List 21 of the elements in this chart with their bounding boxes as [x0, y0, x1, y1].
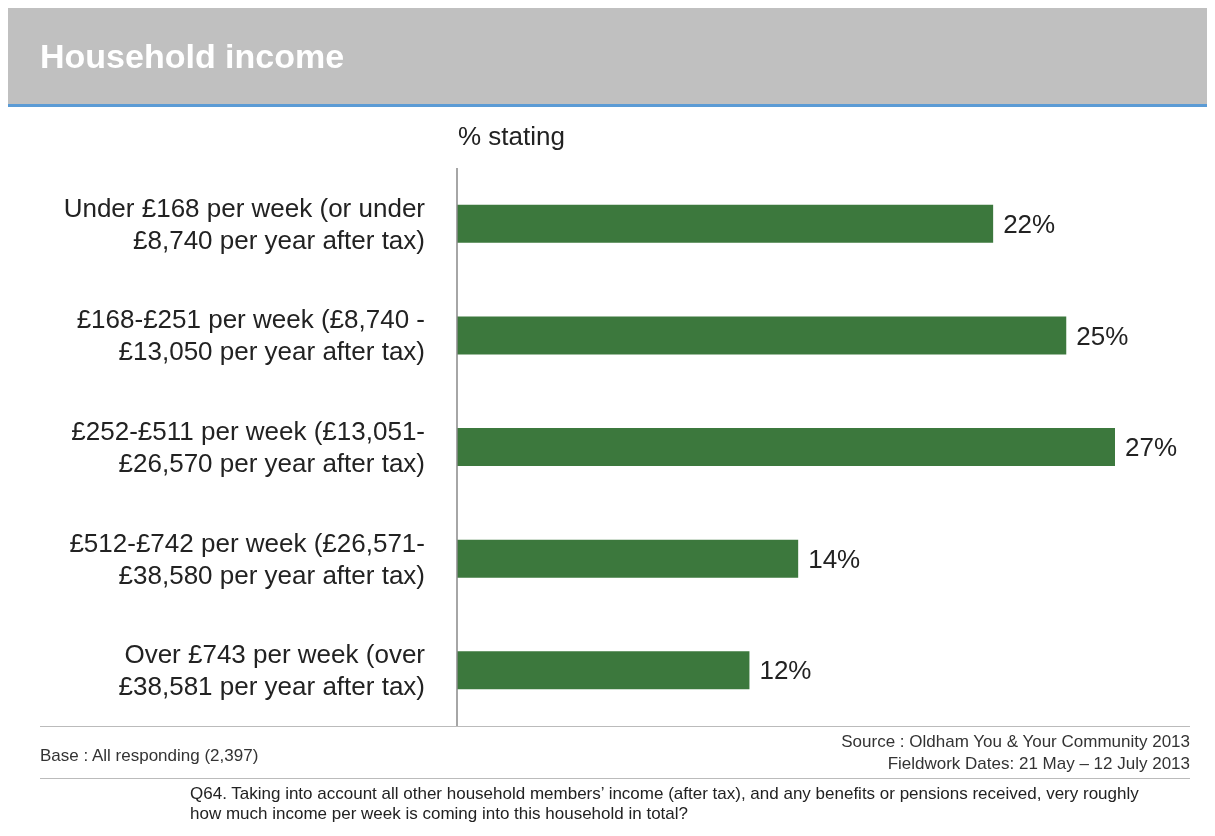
source-note: Source : Oldham You & Your Community 2013: [841, 732, 1190, 752]
text: Q64. Taking into account all other household members’ income (after tax), and any benefits or pensions received, very roughly how much income per week is coming into this household in total?: [190, 784, 1140, 824]
y-tick-label: £512-£742 per week (£26,571-£38,580 per year after tax): [69, 527, 425, 590]
bar: [457, 539, 799, 578]
data-label: 22%: [1003, 209, 1056, 240]
text: Fieldwork Dates: 21 May – 12 July 2013: [887, 754, 1190, 774]
x-axis-title: % stating: [458, 121, 565, 152]
data-label: 25%: [1076, 320, 1129, 351]
bar: [457, 204, 994, 243]
text: Base : All responding (2,397): [40, 746, 259, 766]
y-tick-label: Over £743 per week (over £38,581 per year after tax): [118, 639, 426, 702]
data-label: 14%: [808, 543, 861, 574]
chart-title: Household income: [40, 36, 345, 76]
data-label: 12%: [759, 655, 812, 686]
y-tick-label: £168-£251 per week (£8,740 - £13,050 per year after tax): [76, 304, 425, 367]
bar: [457, 316, 1067, 355]
y-tick-label: £252-£511 per week (£13,051-£26,570 per year after tax): [71, 416, 425, 478]
bar: [457, 428, 1115, 467]
data-label: 27%: [1125, 432, 1178, 463]
y-tick-label: Under £168 per week (or under £8,740 per year after tax): [63, 192, 426, 255]
bar: [457, 651, 750, 690]
